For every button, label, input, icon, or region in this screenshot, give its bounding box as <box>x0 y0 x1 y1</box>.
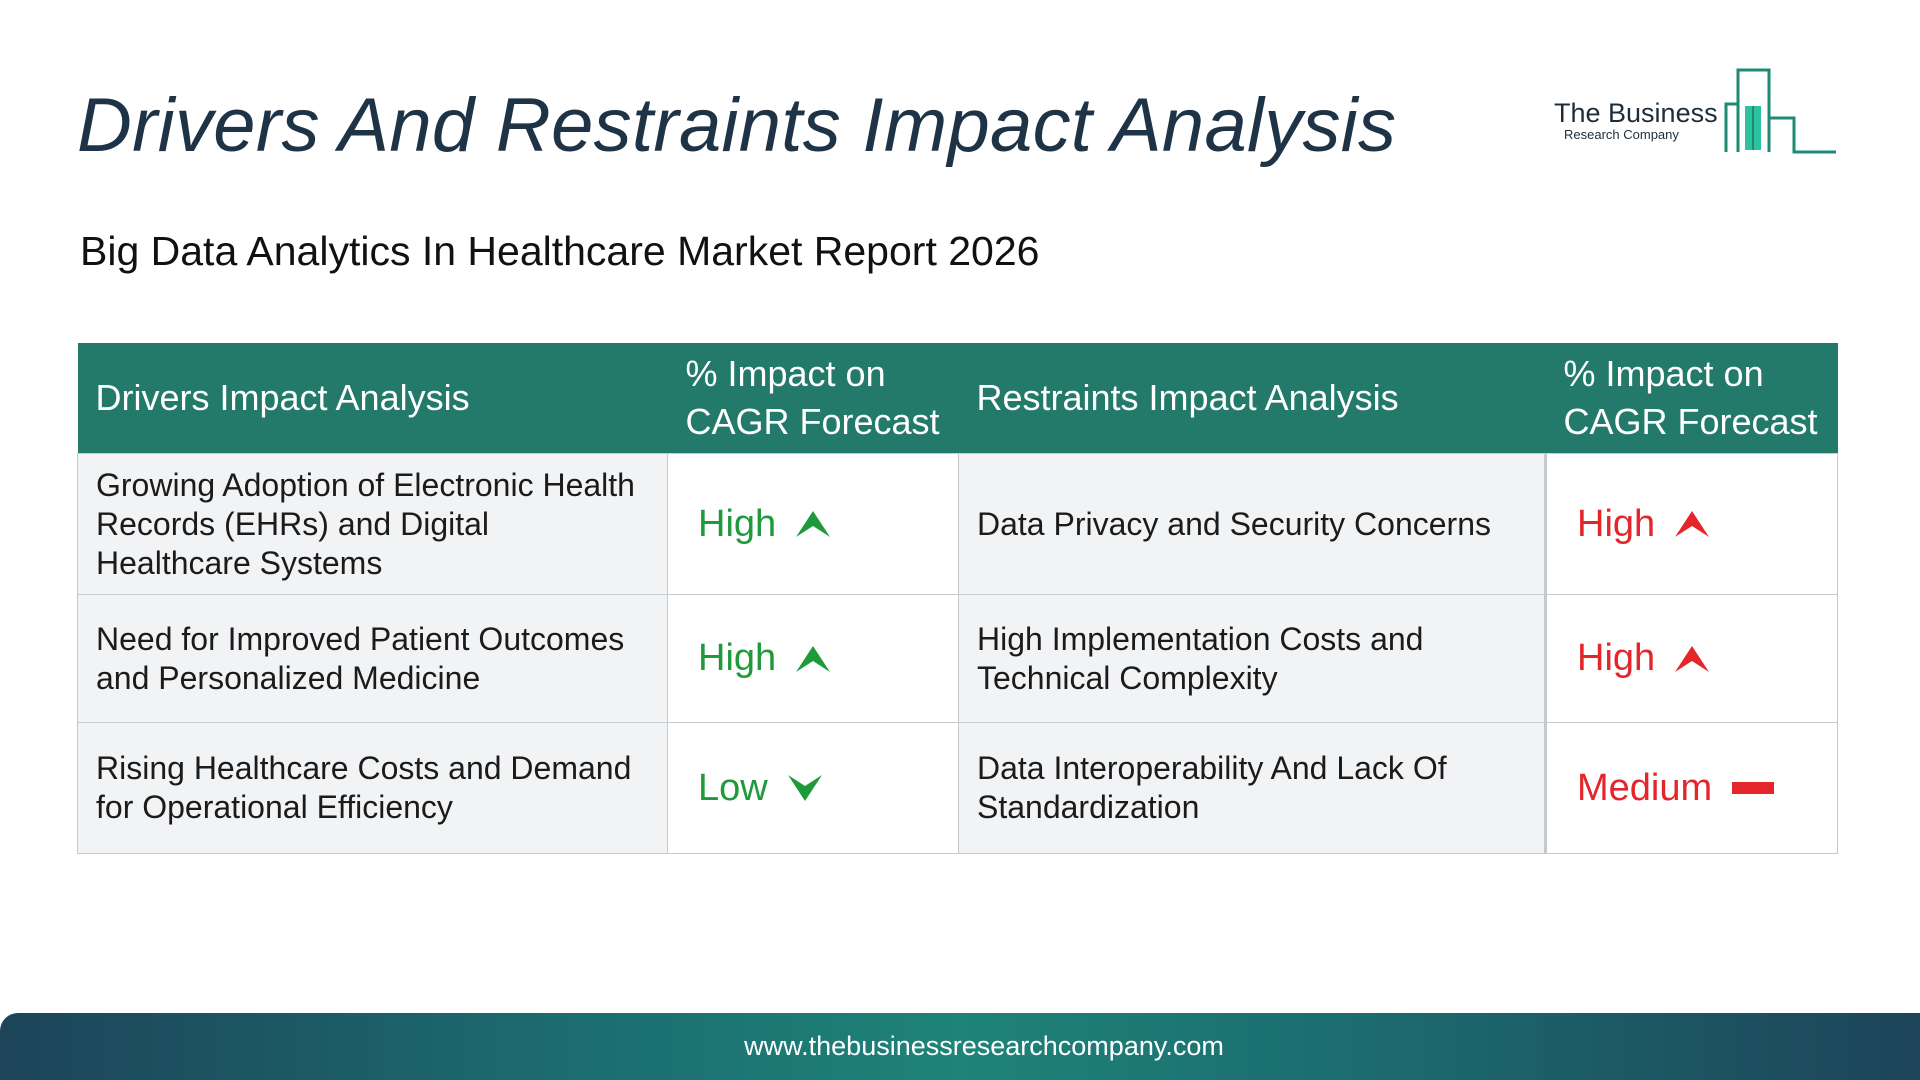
restraint-cell: Data Privacy and Security Concerns <box>958 453 1546 595</box>
table-row: Rising Healthcare Costs and Demand for O… <box>77 722 1838 854</box>
restraints-impact-header: % Impact on CAGR Forecast <box>1545 343 1838 454</box>
restraint-impact-label: Medium <box>1577 766 1713 809</box>
driver-impact-cell: High <box>667 594 959 723</box>
restraint-cell: High Implementation Costs and Technical … <box>958 594 1546 723</box>
restraint-impact-cell: High <box>1544 594 1838 723</box>
arrow-up-icon <box>796 645 831 672</box>
logo-line1: The Business <box>1554 98 1718 128</box>
table-header-row: Drivers Impact Analysis % Impact on CAGR… <box>77 343 1838 454</box>
driver-impact-label: High <box>698 502 777 545</box>
driver-impact-label: High <box>698 637 777 679</box>
driver-cell: Growing Adoption of Electronic Health Re… <box>77 453 668 595</box>
drivers-header: Drivers Impact Analysis <box>77 343 668 454</box>
restraint-impact-label: High <box>1577 502 1656 545</box>
driver-cell: Rising Healthcare Costs and Demand for O… <box>77 722 668 854</box>
driver-impact-cell: High <box>667 453 959 595</box>
arrow-up-icon <box>1675 645 1710 672</box>
bar-chart-logo-icon <box>1724 68 1836 154</box>
impact-table: Drivers Impact Analysis % Impact on CAGR… <box>77 343 1838 854</box>
arrow-up-icon <box>796 511 831 537</box>
page-title: Drivers And Restraints Impact Analysis <box>77 83 1397 168</box>
arrow-down-icon <box>787 775 822 801</box>
table-row: Growing Adoption of Electronic Health Re… <box>77 453 1838 595</box>
arrow-up-icon <box>1675 511 1710 537</box>
footer-bar: www.thebusinessresearchcompany.com <box>0 1013 1920 1080</box>
dash-icon <box>1732 782 1775 794</box>
footer-url-link[interactable]: www.thebusinessresearchcompany.com <box>744 1031 1224 1061</box>
restraint-impact-label: High <box>1577 637 1656 679</box>
table-row: Need for Improved Patient Outcomes and P… <box>77 594 1838 723</box>
logo-line2: Research Company <box>1564 127 1679 142</box>
restraints-header: Restraints Impact Analysis <box>958 343 1546 454</box>
restraint-cell: Data Interoperability And Lack Of Standa… <box>958 722 1546 854</box>
driver-impact-cell: Low <box>667 722 959 854</box>
restraint-impact-cell: High <box>1544 453 1838 595</box>
driver-cell: Need for Improved Patient Outcomes and P… <box>77 594 668 723</box>
drivers-impact-header: % Impact on CAGR Forecast <box>667 343 959 454</box>
restraint-impact-cell: Medium <box>1544 722 1838 854</box>
company-logo: The Business Research Company <box>1554 66 1838 156</box>
report-subtitle: Big Data Analytics In Healthcare Market … <box>80 228 1040 274</box>
logo-text: The Business Research Company <box>1554 98 1718 142</box>
driver-impact-label: Low <box>698 766 768 809</box>
